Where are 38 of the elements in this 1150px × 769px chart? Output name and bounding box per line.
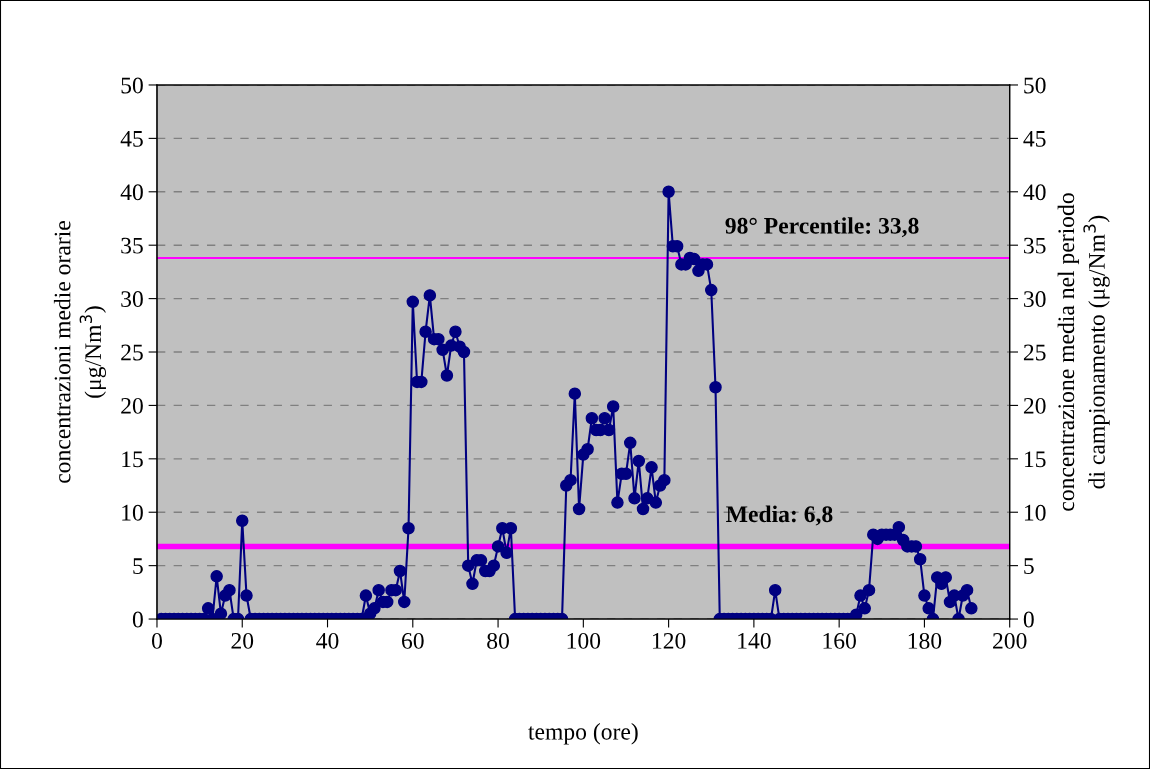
y2-tick-label: 25 xyxy=(1023,344,1046,361)
y-tick-label: 40 xyxy=(120,184,143,201)
y-tick-label: 25 xyxy=(121,344,143,361)
y2-tick-label: 0 xyxy=(1023,611,1034,628)
y2-tick-label: 50 xyxy=(1024,77,1046,94)
y2-axis-title: concentrazione media nel periodo di campionamento (μg/Nm$^{3}$) xyxy=(1057,193,1110,511)
x-tick-label: 80 xyxy=(487,632,509,649)
x-tick-label: 180 xyxy=(908,632,942,649)
y2-tick-label: 15 xyxy=(1024,451,1046,468)
ref-line-label: Media: 6,8 xyxy=(726,505,833,526)
x-tick-label: 60 xyxy=(402,632,424,649)
y2-tick-label: 30 xyxy=(1024,291,1046,308)
y2-tick-label: 5 xyxy=(1024,558,1034,575)
x-tick-label: 40 xyxy=(316,632,339,649)
y2-tick-label: 40 xyxy=(1023,184,1046,201)
y-tick-label: 30 xyxy=(121,291,143,308)
ref-line-label: 98° Percentile: 33,8 xyxy=(725,217,919,238)
y-tick-label: 45 xyxy=(120,131,143,147)
y2-tick-label: 45 xyxy=(1023,131,1046,147)
x-tick-label: 20 xyxy=(231,632,254,649)
y2-tick-label: 10 xyxy=(1024,504,1046,521)
y2-tick-label: 20 xyxy=(1023,397,1046,414)
y-axis-title: concentrazioni medie orarie (μg/Nm$^{3}$) xyxy=(53,221,106,483)
y2-tick-label: 35 xyxy=(1024,237,1046,254)
x-tick-label: 140 xyxy=(738,632,771,649)
y-tick-label: 50 xyxy=(121,77,143,94)
x-axis-title: tempo (ore) xyxy=(528,723,638,745)
x-tick-label: 160 xyxy=(823,632,856,649)
x-tick-label: 200 xyxy=(993,632,1027,649)
x-tick-label: 100 xyxy=(567,632,601,649)
y-tick-label: 20 xyxy=(121,397,143,414)
y-tick-label: 35 xyxy=(121,237,143,254)
y-tick-label: 15 xyxy=(122,451,143,468)
y-tick-label: 0 xyxy=(132,611,143,628)
x-tick-label: 120 xyxy=(652,632,686,649)
y-tick-label: 5 xyxy=(133,558,143,575)
x-tick-label: 0 xyxy=(151,632,162,649)
y-tick-label: 10 xyxy=(122,504,143,521)
